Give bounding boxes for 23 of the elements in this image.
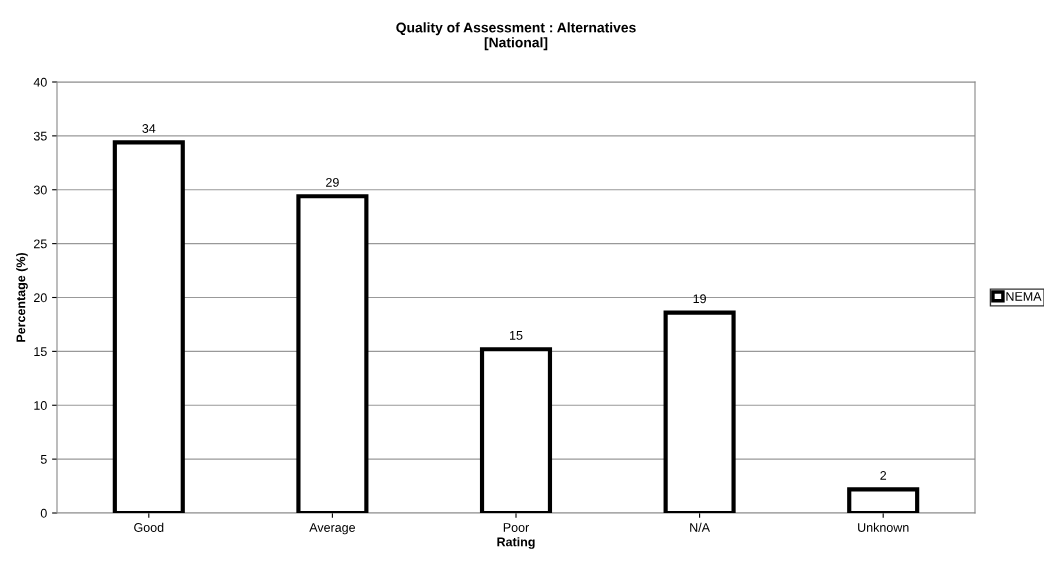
y-tick-label: 35 (33, 131, 47, 141)
y-tick-label: 15 (34, 347, 47, 357)
data-label: 15 (510, 331, 523, 340)
chart-title: Quality of Assessment : Alternatives [National] (396, 22, 636, 51)
y-tick-label: 20 (34, 293, 47, 303)
x-tick-label: Unknown (858, 522, 909, 532)
data-label: 29 (326, 177, 339, 187)
x-axis-title: Rating (497, 537, 535, 549)
y-tick-label: 10 (34, 401, 47, 410)
legend-label: NEMA (1006, 292, 1042, 301)
x-tick-label: Good (134, 522, 164, 532)
x-tick-label: N/A (690, 522, 710, 532)
y-tick-label: 0 (40, 508, 47, 518)
y-axis-title: Percentage (%) (16, 252, 28, 342)
data-label: 34 (142, 124, 156, 133)
y-tick-label: 25 (34, 239, 47, 249)
x-tick-label: Poor (503, 523, 529, 532)
y-tick-label: 30 (33, 185, 47, 195)
x-tick-label: Average (309, 523, 356, 535)
y-tick-label: 5 (40, 455, 47, 464)
data-label: 2 (880, 471, 887, 480)
y-tick-label: 40 (33, 77, 47, 87)
data-label: 19 (693, 294, 706, 304)
